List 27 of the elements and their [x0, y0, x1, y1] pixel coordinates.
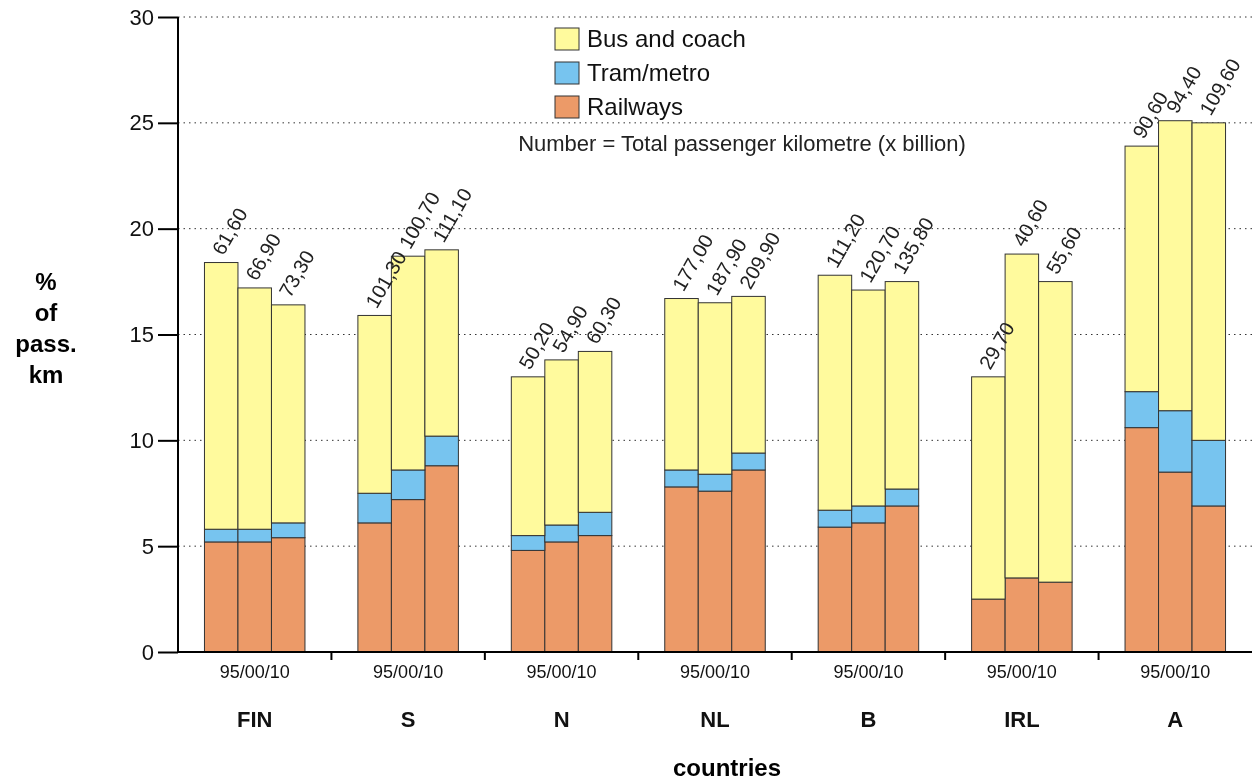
x-tick-label: 95/00/10 — [526, 662, 597, 682]
annotation: Number = Total passenger kilometre (x billion) — [518, 131, 966, 156]
x-axis-title: countries — [672, 754, 782, 781]
text: FIN — [236, 707, 273, 732]
y-axis-title: % of pass. km — [15, 268, 77, 388]
y-tick-label: 15 — [129, 322, 154, 348]
x-tick-label: 95/00/10 — [1140, 662, 1211, 682]
y-tick-label: 5 — [141, 533, 154, 559]
legend-label: Bus and coach — [587, 25, 746, 52]
y-tick-label: 30 — [129, 4, 154, 30]
text: B — [860, 707, 877, 732]
text: N — [553, 707, 570, 732]
legend-label: Railways — [587, 93, 684, 120]
x-tick-label: 95/00/10 — [373, 662, 444, 682]
y-tick-label: 10 — [129, 427, 154, 453]
y-tick-label: 0 — [141, 639, 154, 665]
x-tick-label: 95/00/10 — [219, 662, 290, 682]
x-tick-label: 95/00/10 — [986, 662, 1057, 682]
text: A — [1167, 707, 1184, 732]
legend-label: Tram/metro — [587, 59, 711, 86]
text: S — [400, 707, 416, 732]
y-tick-label: 25 — [129, 110, 154, 136]
x-tick-label: 95/00/10 — [833, 662, 904, 682]
text: NL — [700, 707, 730, 732]
x-tick-label: 95/00/10 — [679, 662, 751, 682]
y-tick-label: 20 — [129, 216, 154, 242]
text: IRL — [1004, 707, 1040, 732]
